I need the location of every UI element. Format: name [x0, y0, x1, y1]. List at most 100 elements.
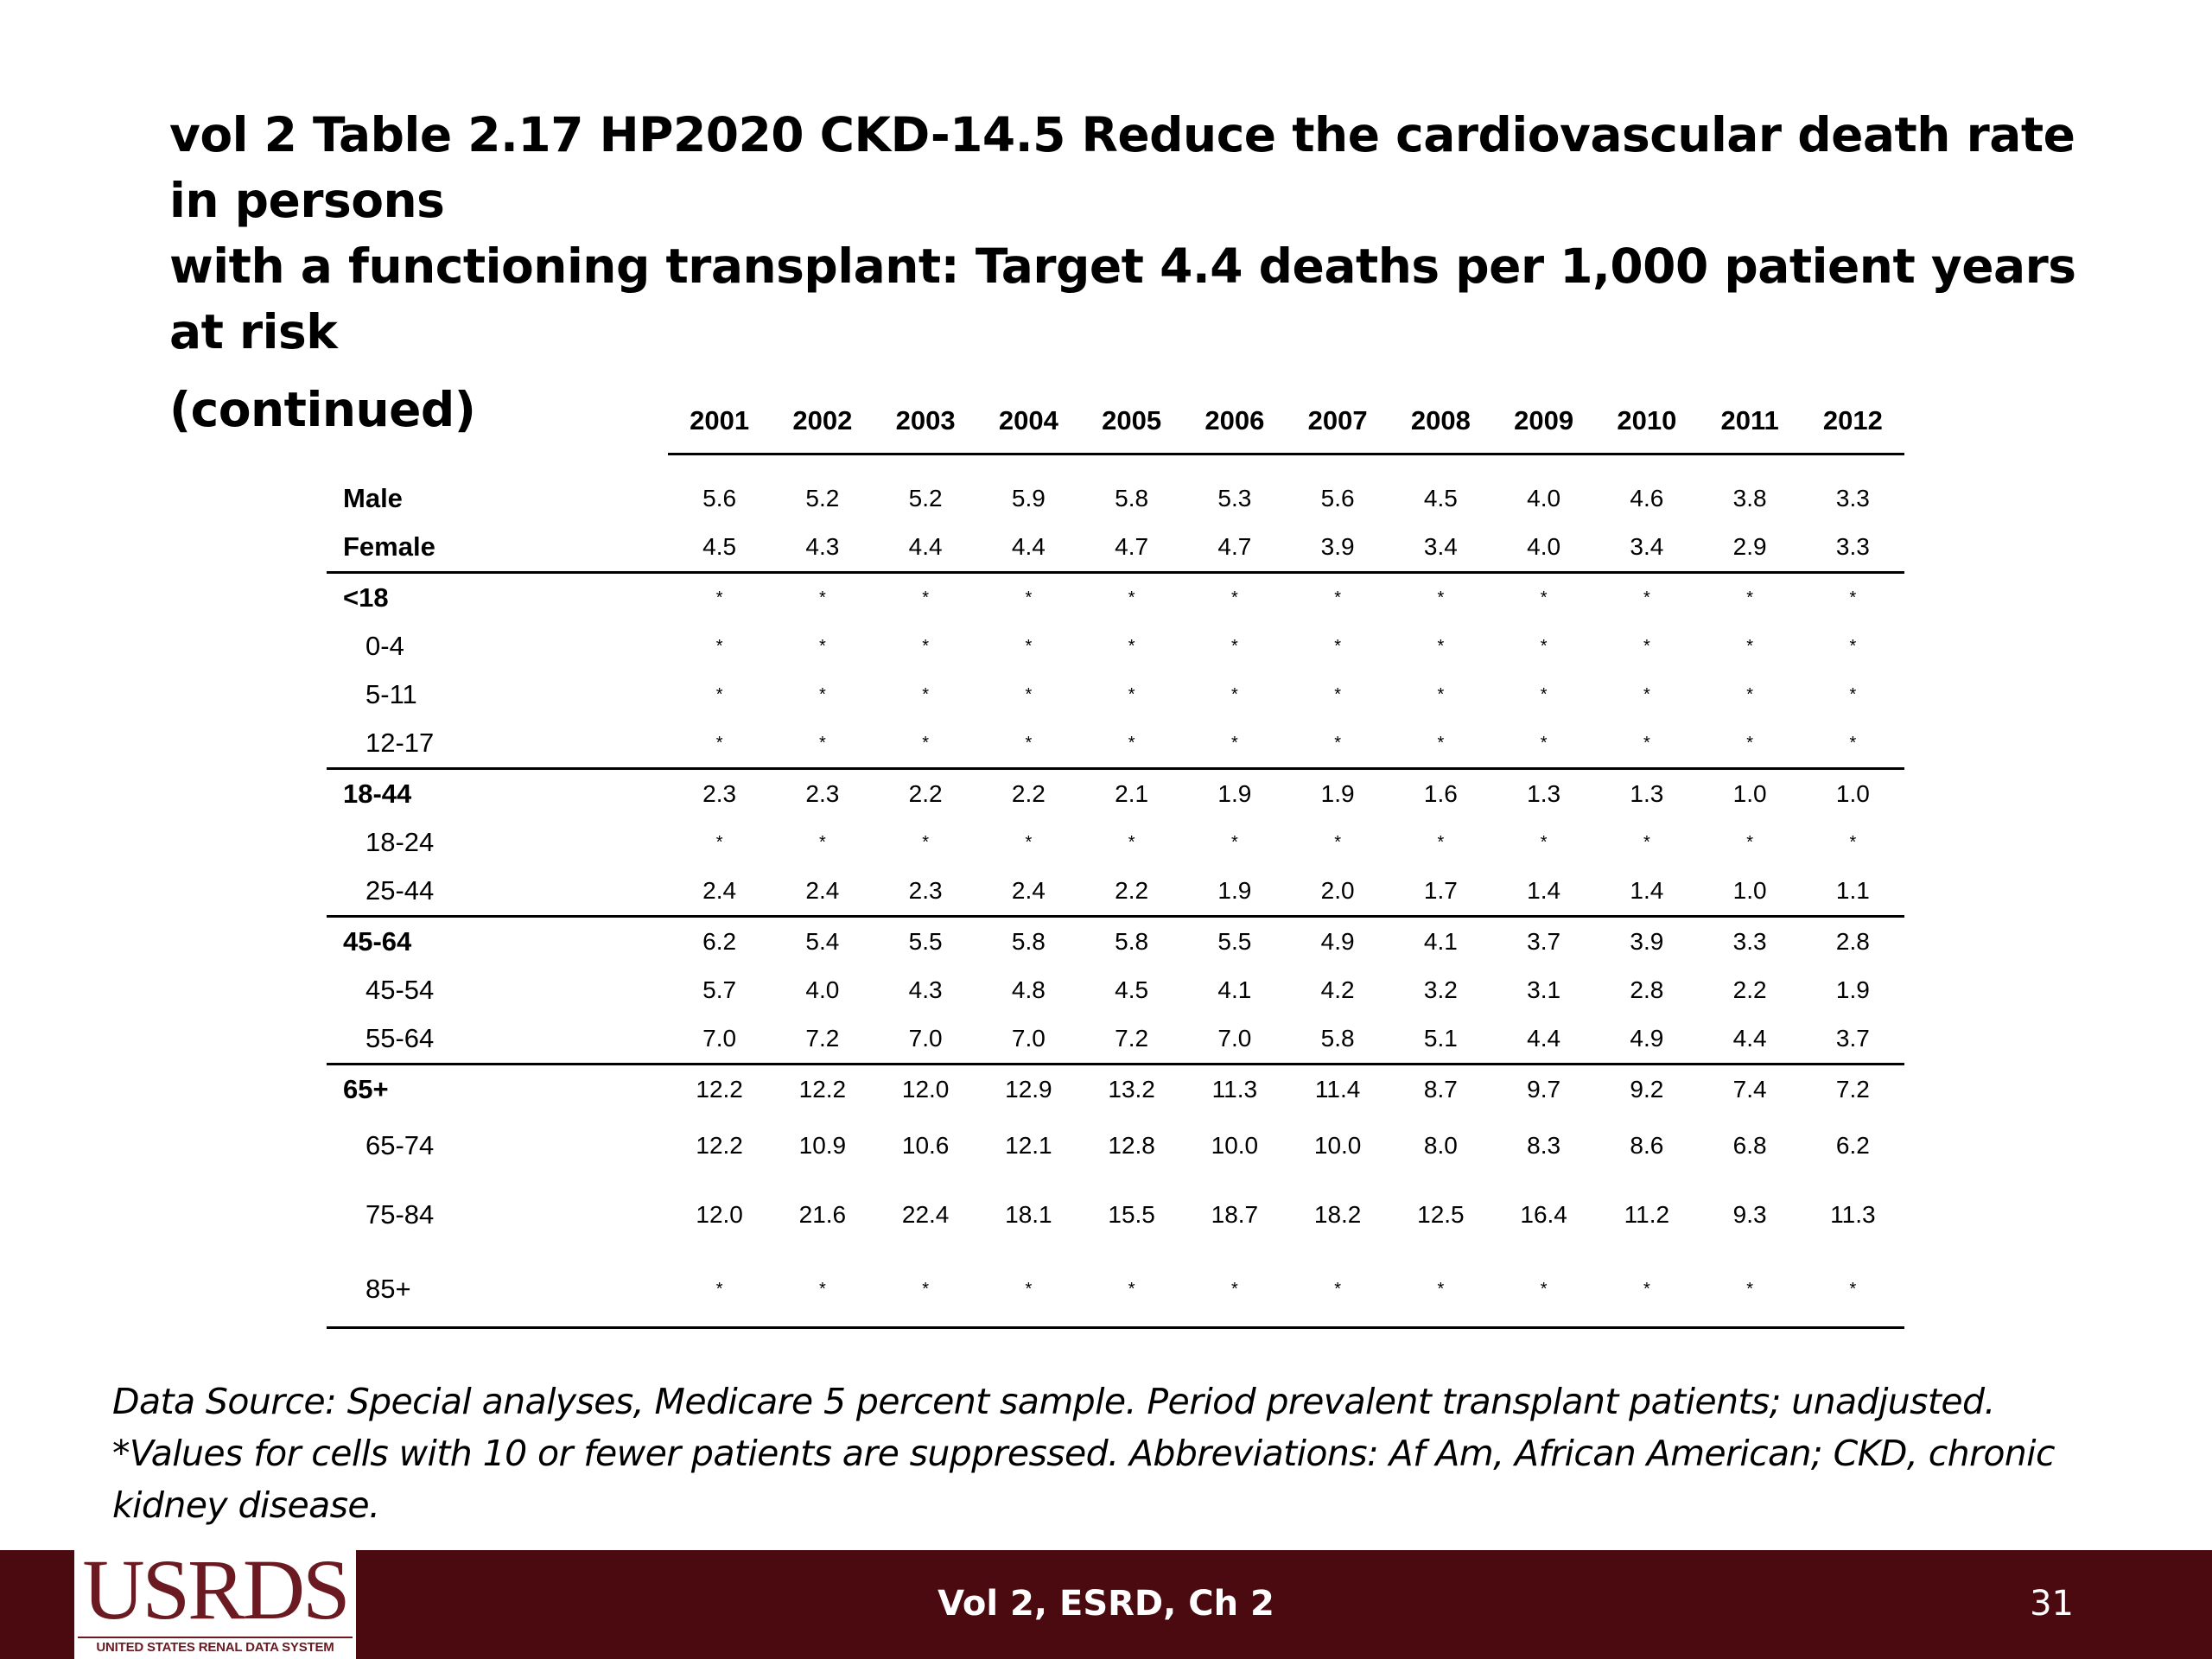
- table-cell: *: [976, 571, 1080, 622]
- table-cell: 2.2: [1732, 976, 1767, 1003]
- table-cell: 18.1: [1005, 1201, 1052, 1228]
- table-cell: 5.6: [702, 485, 737, 512]
- table-row: 25-44 2.4 2.4 2.3 2.4 2.2 1.9 2.0 1.7 1.4 1.4 1.0 1.…: [327, 867, 1904, 917]
- source-line-1: Data Source: Special analyses, Medicare …: [112, 1381, 1995, 1422]
- table-cell: 5.8: [976, 915, 1080, 966]
- table-cell: *: [715, 684, 723, 704]
- table-cell: 7.2: [1115, 1025, 1149, 1052]
- table-cell: 4.3: [908, 976, 943, 1003]
- table-cell: 5.7: [702, 976, 737, 1003]
- table-row: 55-64 7.0 7.2 7.0 7.0 7.2 7.0 5.8 5.1 4.4 4.9 4.4 3.…: [327, 1014, 1904, 1065]
- table-cell: 5.6: [1320, 485, 1355, 512]
- row-label: 5-11: [365, 679, 417, 709]
- row-label: Male: [343, 483, 403, 513]
- table-cell: 12.0: [696, 1201, 743, 1228]
- table-cell: 3.8: [1732, 485, 1767, 512]
- table-cell: 2.9: [1732, 533, 1767, 560]
- row-label: <18: [327, 571, 668, 622]
- table-row: Male 5.6 5.2 5.2 5.9 5.8 5.3 5.6 4.5 4.0 4.6 3.8 3.3: [327, 474, 1904, 523]
- table-cell: 11.4: [1286, 1063, 1389, 1114]
- table-cell: 5.9: [1011, 485, 1046, 512]
- row-label: 55-64: [365, 1023, 435, 1053]
- table-cell: 3.9: [1595, 915, 1699, 966]
- table-cell: 4.0: [1527, 533, 1561, 560]
- table-cell: *: [1025, 733, 1033, 753]
- table-cell: 1.3: [1595, 767, 1699, 818]
- table-cell: 4.5: [1115, 976, 1149, 1003]
- table-cell: 3.3: [1698, 915, 1802, 966]
- table-row: 75-84 12.0 21.6 22.4 18.1 15.5 18.7 18.2 12.5 16.…: [327, 1178, 1904, 1252]
- year-header: 2004: [976, 389, 1080, 455]
- table-cell: *: [715, 636, 723, 656]
- table-body: Male 5.6 5.2 5.2 5.9 5.8 5.3 5.6 4.5 4.0 4.6 3.8 3.3…: [327, 474, 1904, 1329]
- table-cell: 4.4: [1011, 533, 1046, 560]
- table-cell: *: [1230, 832, 1238, 852]
- table-cell: *: [1595, 571, 1699, 622]
- table-cell: *: [1540, 733, 1548, 753]
- table-cell: 7.2: [1801, 1063, 1904, 1114]
- table-cell: 7.0: [1217, 1025, 1252, 1052]
- table-row: 65-74 12.2 10.9 10.6 12.1 12.8 10.0 10.0 8.0 8.3 8…: [327, 1114, 1904, 1178]
- year-header: 2003: [874, 389, 977, 455]
- year-header: 2006: [1183, 389, 1287, 455]
- slide-title: vol 2 Table 2.17 HP2020 CKD-14.5 Reduce …: [169, 102, 2105, 442]
- table-cell: 4.7: [1115, 533, 1149, 560]
- year-header: 2009: [1492, 389, 1596, 455]
- table-cell: *: [1183, 571, 1287, 622]
- table-cell: *: [1849, 684, 1857, 704]
- table-cell: 7.0: [908, 1025, 943, 1052]
- table-cell: 21.6: [798, 1201, 847, 1228]
- table-cell: *: [1389, 1252, 1492, 1329]
- table-cell: *: [922, 636, 930, 656]
- table-cell: *: [1025, 684, 1033, 704]
- year-header: 2010: [1595, 389, 1699, 455]
- table-cell: *: [1643, 684, 1650, 704]
- table-cell: *: [1643, 733, 1650, 753]
- table-cell: 1.3: [1492, 767, 1596, 818]
- table-cell: 2.8: [1801, 915, 1904, 966]
- table-cell: 3.3: [1835, 533, 1870, 560]
- table-cell: 3.7: [1835, 1025, 1870, 1052]
- table-cell: *: [1437, 733, 1445, 753]
- header-spacer: [327, 454, 1904, 475]
- table-cell: 3.4: [1630, 533, 1664, 560]
- table-cell: *: [1128, 684, 1135, 704]
- table-cell: 9.7: [1492, 1063, 1596, 1114]
- table-cell: *: [1230, 684, 1238, 704]
- table-cell: *: [1801, 1252, 1904, 1329]
- table-cell: 5.8: [1320, 1025, 1355, 1052]
- table-cell: 3.2: [1423, 976, 1458, 1003]
- row-label: 18-44: [327, 767, 668, 818]
- table-cell: *: [1437, 636, 1445, 656]
- table-cell: 12.2: [668, 1063, 772, 1114]
- table-cell: 13.2: [1080, 1063, 1184, 1114]
- table-cell: 11.3: [1183, 1063, 1287, 1114]
- usrds-logo: USRDS UNITED STATES RENAL DATA SYSTEM: [74, 1540, 356, 1659]
- table-cell: *: [1746, 684, 1754, 704]
- table-cell: 4.3: [805, 533, 840, 560]
- table-cell: 4.7: [1217, 533, 1252, 560]
- table-cell: 9.2: [1595, 1063, 1699, 1114]
- table-cell: 2.8: [1630, 976, 1664, 1003]
- table-cell: 10.0: [1211, 1132, 1259, 1159]
- table-cell: 4.4: [1732, 1025, 1767, 1052]
- table-cell: *: [715, 832, 723, 852]
- table-cell: 6.2: [668, 915, 772, 966]
- table-cell: 10.0: [1313, 1132, 1362, 1159]
- table-cell: 12.9: [976, 1063, 1080, 1114]
- table-cell: *: [1128, 636, 1135, 656]
- footer-section-label: Vol 2, ESRD, Ch 2: [938, 1584, 1274, 1624]
- table-cell: *: [1334, 733, 1342, 753]
- table-cell: 7.0: [1011, 1025, 1046, 1052]
- table-row: 45-54 5.7 4.0 4.3 4.8 4.5 4.1 4.2 3.2 3.1 2.8 2.2 1.…: [327, 966, 1904, 1014]
- table-cell: 16.4: [1520, 1201, 1567, 1228]
- table-cell: *: [1080, 571, 1184, 622]
- table-cell: 4.9: [1630, 1025, 1664, 1052]
- table-cell: *: [668, 571, 772, 622]
- table-cell: 9.3: [1732, 1201, 1767, 1228]
- table-cell: *: [922, 684, 930, 704]
- table-cell: *: [1492, 1252, 1596, 1329]
- table-cell: 1.9: [1835, 976, 1870, 1003]
- table-cell: *: [771, 571, 874, 622]
- table-cell: 4.2: [1320, 976, 1355, 1003]
